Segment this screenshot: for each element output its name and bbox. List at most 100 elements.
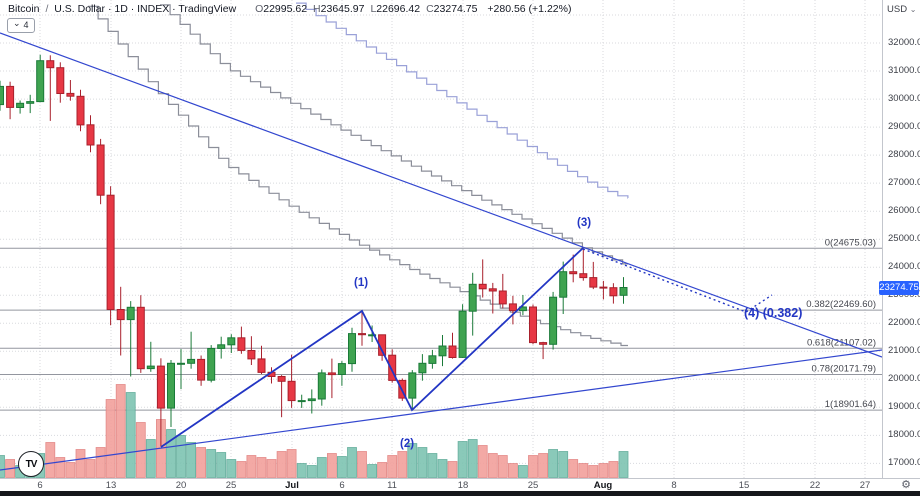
wave-label: (3): [577, 217, 591, 229]
candle-body: [167, 362, 175, 409]
indicators-collapsed-chip[interactable]: ⌄ 4: [7, 18, 35, 33]
volume-bar: [618, 451, 629, 478]
time-tick-label: 6: [339, 480, 345, 491]
volume-bar: [145, 439, 156, 478]
candle-body: [559, 271, 568, 298]
candle-body: [589, 277, 598, 288]
symbol-legend[interactable]: Bitcoin / U.S. Dollar · 1D · INDEX · Tra…: [8, 3, 571, 17]
volume-bar: [447, 461, 458, 478]
candle-body: [448, 345, 457, 358]
time-tick-label: 6: [37, 480, 43, 491]
volume-bar: [538, 453, 548, 478]
step-indicators[interactable]: [88, 2, 629, 347]
time-tick-label: Jul: [285, 480, 299, 491]
descending-trendline[interactable]: [0, 32, 882, 358]
volume-bar: [306, 465, 317, 478]
volume-bar: [588, 465, 599, 478]
candle-body: [36, 60, 45, 103]
symbol-slash: /: [45, 3, 49, 15]
gear-icon[interactable]: ⚙: [901, 479, 911, 491]
price-tick-label: 28000.00: [888, 149, 920, 161]
volume-bar: [367, 464, 378, 478]
candle-body: [609, 287, 618, 297]
candle-body: [327, 372, 336, 376]
volume-bar: [507, 463, 518, 478]
candle-body: [156, 365, 165, 409]
lavender-step[interactable]: [296, 2, 629, 199]
price-axis[interactable]: USD ⌄ 32000.00 31000.00 30000.00 29000.00 28…: [882, 0, 920, 478]
time-axis[interactable]: 6 13 20 25 Jul 6 11 18 25 Aug 8 15 22 27: [0, 478, 920, 492]
elliott-wave[interactable]: (1) (2) (3) (4) (0.382): [160, 217, 802, 450]
candle-body: [478, 283, 487, 290]
price-axis-currency[interactable]: USD ⌄: [887, 4, 916, 15]
candle-series[interactable]: [0, 54, 628, 447]
time-tick-label: 20: [175, 480, 187, 491]
volume-bar: [568, 459, 579, 478]
gray-step-lower[interactable]: [160, 4, 628, 265]
price-tick-label: 27000.00: [888, 177, 920, 189]
wave-line[interactable]: [160, 247, 584, 448]
volume-bar: [216, 452, 227, 478]
volume-bar: [296, 463, 307, 478]
symbol-description[interactable]: U.S. Dollar: [54, 3, 106, 15]
currency-label: USD: [887, 4, 908, 15]
time-tick-label: 18: [457, 480, 469, 491]
symbol-meta: · 1D · INDEX · TradingView: [107, 3, 237, 15]
volume-bar: [176, 435, 186, 478]
price-tick-label: 30000.00: [888, 93, 920, 105]
candle-body: [217, 344, 226, 349]
candle-body: [307, 398, 316, 402]
candle-body: [26, 101, 35, 104]
volume-bar: [75, 449, 86, 478]
time-tick-label: 25: [225, 480, 237, 491]
tradingview-logo[interactable]: TV: [18, 451, 44, 477]
candle-body: [146, 365, 155, 370]
wave-label: (1): [354, 277, 368, 289]
candle-body: [508, 303, 517, 312]
candle-body: [549, 296, 558, 345]
ascending-trendline[interactable]: [0, 349, 882, 471]
volume-bar: [487, 453, 498, 478]
trendlines[interactable]: [0, 32, 882, 471]
high-key: H: [313, 3, 321, 15]
plot-area[interactable]: 0(24675.03) 0.382(22469.60) 0.618(21107.02…: [0, 0, 882, 478]
candle-body: [579, 273, 588, 279]
candle-body: [468, 283, 477, 312]
gray-step-upper[interactable]: [88, 5, 628, 347]
volume-bar: [266, 459, 277, 478]
volume-bar: [166, 429, 176, 478]
fib-level-label: 1(18901.64): [825, 399, 876, 410]
candle-body: [66, 92, 75, 97]
symbol-name[interactable]: Bitcoin: [8, 3, 40, 15]
volume-bar: [236, 461, 247, 478]
indicator-count: 4: [23, 20, 29, 30]
volume-bar: [256, 457, 267, 478]
volume-bar: [105, 399, 116, 478]
volume-bar: [427, 453, 438, 478]
volume-bar: [467, 439, 478, 478]
wave-label: (4) (0.382): [744, 306, 802, 320]
volume-bar: [45, 442, 56, 478]
volume-bar: [206, 449, 217, 478]
price-tick-label: 23000.00: [888, 289, 920, 301]
price-tick-label: 21000.00: [888, 345, 920, 357]
open-key: O: [255, 3, 264, 15]
candle-body: [277, 376, 286, 382]
candle-body: [539, 342, 548, 345]
change-value: +280.56 (+1.22%): [487, 3, 572, 15]
candle-body: [126, 306, 135, 321]
candle-body: [358, 333, 366, 336]
time-tick-label: 25: [527, 480, 539, 491]
volume-bar: [598, 463, 609, 478]
volume-bar: [55, 457, 66, 478]
price-tick-label: 29000.00: [888, 121, 920, 133]
candle-body: [599, 286, 608, 289]
wave-projection-dotted[interactable]: [582, 248, 773, 313]
current-price-label: 23274.75: [879, 280, 919, 295]
volume-bar: [95, 447, 106, 478]
candle-body: [458, 310, 467, 358]
candle-body: [227, 337, 236, 346]
time-tick-label: 22: [809, 480, 821, 491]
candle-body: [207, 348, 216, 381]
